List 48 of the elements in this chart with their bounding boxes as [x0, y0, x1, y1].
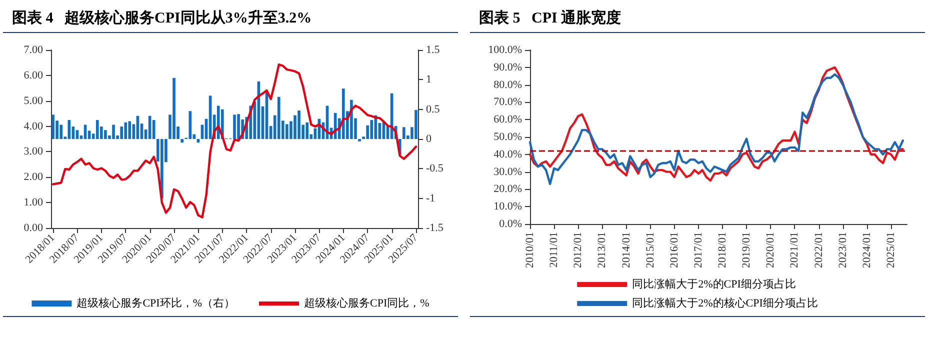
legend-label: 同比涨幅大于2%的核心CPI细分项占比 [632, 296, 818, 310]
x-tick-label: 2020/01 [764, 232, 777, 268]
chart-title: 图表 4 超级核心服务CPI同比从3%升至3.2% [12, 8, 312, 26]
y2-tick-label: 0 [426, 133, 432, 145]
y-tick-label: 30.0% [494, 166, 522, 178]
x-tick-label: 2015/01 [644, 232, 656, 268]
y-tick-label: 40.0% [494, 148, 522, 160]
y-tick-label: 50.0% [494, 131, 522, 143]
x-tick-label: 2017/01 [692, 232, 704, 268]
y2-tick-label: -0.5 [426, 162, 444, 175]
x-tick-label: 2011/01 [548, 232, 560, 268]
x-tick-label: 2023/01 [836, 232, 849, 268]
x-tick-label: 2019/01 [740, 232, 753, 268]
y2-tick-label: -1.5 [426, 222, 444, 234]
x-tick-label: 2022/01 [812, 232, 825, 268]
legend-label: 超级核心服务CPI环比，%（右） [76, 296, 235, 310]
y-tick-label: 10.0% [494, 200, 522, 213]
y-tick-label: 70.0% [494, 96, 522, 108]
y-tick-label: 3.00 [24, 146, 44, 158]
y-tick-label: 100.0% [488, 44, 522, 56]
y-tick-label: 5.00 [24, 94, 44, 107]
y-tick-label: 80.0% [494, 78, 522, 91]
y2-tick-label: 0.5 [426, 103, 440, 116]
x-tick-label: 2010/01 [524, 232, 536, 268]
y-tick-label: 60.0% [494, 114, 522, 126]
x-tick-label: 2021/01 [788, 232, 801, 268]
legend-label: 同比涨幅大于2%的CPI细分项占比 [632, 278, 796, 290]
y-tick-label: 0.0% [499, 218, 522, 230]
x-tick-label: 2016/01 [668, 232, 680, 268]
y-tick-label: 0.00 [24, 222, 44, 234]
chart-title: 图表 5 CPI 通胀宽度 [479, 8, 622, 26]
x-tick-label: 2014/01 [620, 232, 632, 268]
y2-tick-label: 1 [426, 74, 432, 86]
y-tick-label: 7.00 [24, 44, 44, 56]
x-tick-label: 2024/01 [860, 232, 873, 268]
x-tick-label: 2025/01 [884, 232, 897, 268]
y2-tick-label: 1.5 [426, 44, 440, 56]
y-tick-label: 6.00 [24, 69, 44, 82]
y-tick-label: 20.0% [494, 183, 522, 196]
y-tick-label: 4.00 [24, 120, 44, 132]
legend-label: 超级核心服务CPI同比，% [304, 296, 430, 310]
y-tick-label: 2.00 [24, 171, 44, 184]
x-tick-label: 2018/01 [716, 232, 729, 268]
y2-tick-label: -1 [426, 192, 436, 204]
x-tick-label: 2013/01 [596, 232, 608, 268]
y-tick-label: 90.0% [494, 61, 522, 74]
y-tick-label: 1.00 [24, 196, 44, 209]
x-tick-label: 2012/01 [572, 232, 584, 268]
